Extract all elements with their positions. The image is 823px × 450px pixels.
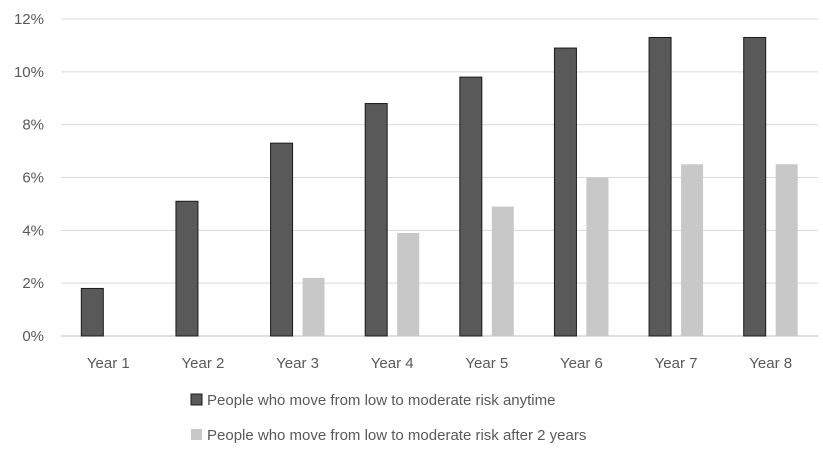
- bar: [397, 232, 420, 336]
- legend-swatch: [190, 393, 203, 406]
- x-tick-label: Year 5: [465, 355, 508, 372]
- bar: [775, 164, 798, 336]
- gridlines: [61, 18, 818, 337]
- bar: [364, 103, 388, 337]
- bar: [681, 164, 704, 336]
- y-tick-label: 6%: [22, 170, 44, 187]
- legend: People who move from low to moderate ris…: [190, 392, 586, 444]
- legend-label: People who move from low to moderate ris…: [207, 392, 555, 409]
- y-tick-label: 8%: [22, 117, 44, 134]
- y-tick-label: 10%: [14, 64, 44, 81]
- bar: [586, 177, 609, 336]
- bar: [743, 36, 767, 337]
- bar: [302, 277, 325, 336]
- x-tick-label: Year 6: [560, 355, 603, 372]
- bar: [459, 76, 483, 337]
- x-axis-ticks: Year 1 Year 2 Year 3 Year 4 Year 5 Year 6 Year…: [87, 355, 792, 372]
- x-tick-label: Year 7: [655, 355, 698, 372]
- x-tick-label: Year 3: [276, 355, 319, 372]
- bar: [175, 200, 199, 337]
- y-tick-label: 0%: [22, 328, 44, 345]
- y-tick-label: 4%: [22, 222, 44, 239]
- x-tick-label: Year 1: [87, 355, 130, 372]
- x-tick-label: Year 2: [182, 355, 225, 372]
- bar: [270, 142, 294, 337]
- bars: [80, 36, 798, 337]
- y-axis-ticks: 0% 2% 4% 6% 8% 10% 12%: [14, 11, 44, 345]
- bar: [80, 287, 104, 337]
- x-tick-label: Year 8: [749, 355, 792, 372]
- y-tick-label: 2%: [22, 275, 44, 292]
- legend-label: People who move from low to moderate ris…: [207, 427, 586, 444]
- bar: [491, 206, 514, 336]
- legend-swatch: [191, 429, 202, 440]
- bar: [648, 36, 672, 337]
- x-tick-label: Year 4: [371, 355, 414, 372]
- y-tick-label: 12%: [14, 11, 44, 28]
- bar: [553, 47, 577, 337]
